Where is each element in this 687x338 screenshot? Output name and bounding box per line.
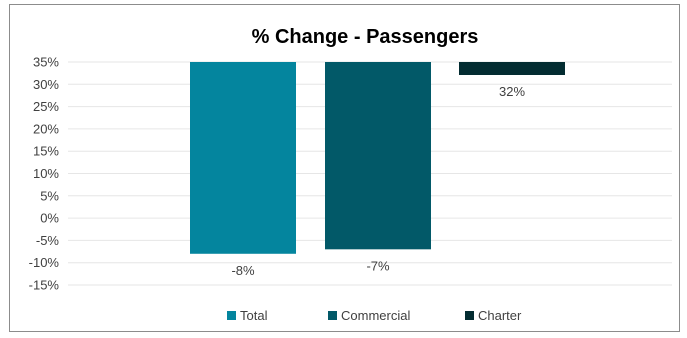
legend: Total Commercial Charter bbox=[227, 308, 522, 323]
y-tick-label: 10% bbox=[33, 166, 59, 181]
legend-swatch-total bbox=[227, 311, 236, 320]
data-labels: -8% -7% 32% bbox=[231, 84, 525, 278]
bar-commercial bbox=[325, 62, 431, 250]
legend-label-total: Total bbox=[240, 308, 268, 323]
y-tick-label: -15% bbox=[29, 278, 60, 293]
y-tick-label: 15% bbox=[33, 144, 59, 159]
bar-charter bbox=[459, 62, 565, 75]
legend-label-charter: Charter bbox=[478, 308, 522, 323]
chart-title: % Change - Passengers bbox=[252, 26, 479, 48]
y-tick-label: -10% bbox=[29, 255, 60, 270]
y-tick-label: 0% bbox=[40, 211, 59, 226]
data-label-commercial: -7% bbox=[366, 258, 390, 273]
bars bbox=[190, 62, 565, 254]
y-tick-label: -5% bbox=[36, 233, 60, 248]
data-label-total: -8% bbox=[231, 263, 255, 278]
y-tick-label: 30% bbox=[33, 77, 59, 92]
legend-swatch-charter bbox=[465, 311, 474, 320]
y-tick-label: 35% bbox=[33, 55, 59, 70]
y-tick-label: 25% bbox=[33, 99, 59, 114]
legend-swatch-commercial bbox=[328, 311, 337, 320]
legend-label-commercial: Commercial bbox=[341, 308, 410, 323]
y-tick-label: 20% bbox=[33, 121, 59, 136]
bar-total bbox=[190, 62, 296, 254]
data-label-charter: 32% bbox=[499, 84, 525, 99]
y-axis-ticks: 35% 30% 25% 20% 15% 10% 5% 0% -5% -10% -15% bbox=[29, 55, 60, 293]
y-tick-label: 5% bbox=[40, 188, 59, 203]
